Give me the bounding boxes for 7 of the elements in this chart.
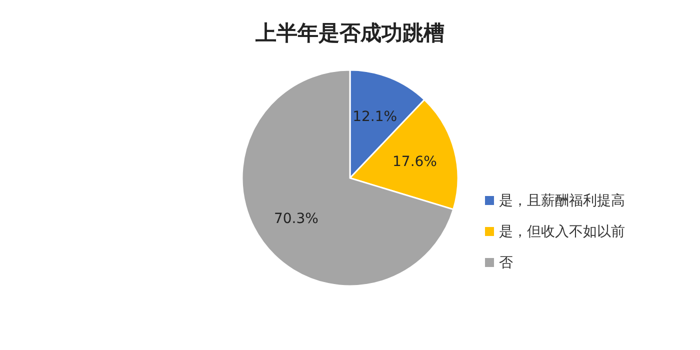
legend-label: 是，且薪酬福利提高 <box>499 193 625 209</box>
data-label: 17.6% <box>392 154 437 170</box>
chart-title: 上半年是否成功跳槽 <box>254 21 444 45</box>
legend-label: 是，但收入不如以前 <box>499 224 625 240</box>
data-label: 12.1% <box>352 108 398 125</box>
legend-label: 否 <box>499 255 513 271</box>
data-label: 70.3% <box>274 210 318 227</box>
